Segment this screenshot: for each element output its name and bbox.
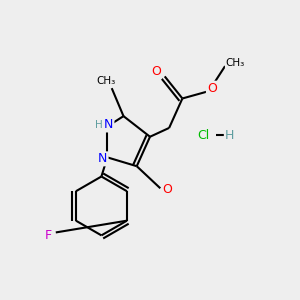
Text: O: O [151, 65, 161, 79]
Text: H: H [225, 129, 234, 142]
Text: Cl: Cl [197, 129, 209, 142]
Text: CH₃: CH₃ [96, 76, 116, 86]
Text: H: H [94, 120, 102, 130]
Text: N: N [98, 152, 108, 165]
Text: O: O [207, 82, 217, 95]
Text: F: F [45, 229, 52, 242]
Text: N: N [104, 118, 113, 131]
Text: CH₃: CH₃ [226, 58, 245, 68]
Text: O: O [163, 183, 172, 196]
